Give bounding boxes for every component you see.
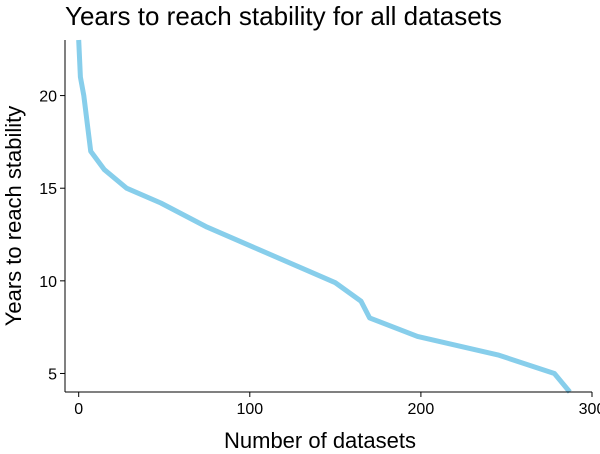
x-tick-label: 300 [579, 401, 600, 418]
y-tick-label: 15 [39, 181, 57, 198]
x-axis-ticks: 0 100 200 300 [74, 392, 600, 418]
plot-area [76, 39, 572, 394]
x-tick-label: 0 [74, 401, 83, 418]
y-axis-title: Years to reach stability [1, 106, 26, 327]
chart-title: Years to reach stability for all dataset… [65, 1, 502, 31]
y-axis-ticks: 5 10 15 20 [39, 89, 65, 383]
x-tick-label: 200 [408, 401, 435, 418]
y-tick-label: 5 [48, 366, 57, 383]
series-line [76, 39, 572, 394]
y-tick-label: 10 [39, 274, 57, 291]
y-tick-label: 20 [39, 89, 57, 106]
x-tick-label: 100 [236, 401, 263, 418]
x-axis-title: Number of datasets [224, 428, 416, 453]
